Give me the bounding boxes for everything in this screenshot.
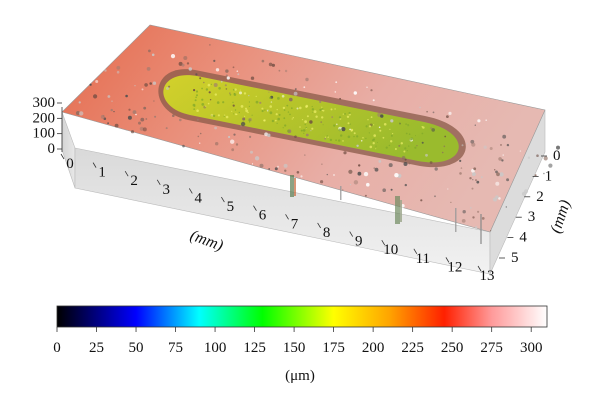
- y-axis-tick-label: 2: [536, 189, 544, 205]
- colorbar-tick-label: 275: [480, 340, 503, 356]
- x-axis-tick-mark: [445, 257, 450, 263]
- x-axis-tick-label: 4: [195, 190, 203, 206]
- x-axis-tick-mark: [221, 196, 225, 203]
- x-axis-tick-label: 12: [447, 259, 462, 275]
- x-axis-tick-label: 3: [162, 182, 170, 198]
- x-axis-tick-mark: [92, 162, 97, 168]
- x-axis-tick-mark: [285, 214, 289, 220]
- colorbar-tick-label: 175: [322, 340, 345, 356]
- colorbar-tick-label: 75: [168, 340, 183, 356]
- x-axis-tick-label: 13: [480, 268, 495, 284]
- colorbar: 0 25 50 75 100 125 150 175 200 225 250 275 300 (μm): [53, 305, 548, 384]
- colorbar-tick-label: 100: [204, 340, 227, 356]
- colorbar-ticks: 0 25 50 75 100 125 150 175 200 225 250 275 300: [53, 327, 542, 356]
- sample-block: [61, 24, 560, 275]
- x-axis-tick-mark: [60, 153, 65, 160]
- colorbar-tick-label: 25: [89, 340, 104, 356]
- x-axis-tick-label: 8: [323, 225, 331, 241]
- colorbar-tick-label: 225: [401, 340, 424, 356]
- colorbar-gradient: [56, 305, 548, 328]
- x-axis-tick-label: 2: [130, 173, 138, 189]
- y-axis-tick-label: 1: [545, 168, 553, 184]
- colorbar-tick-label: 250: [441, 340, 464, 356]
- y-axis-tick-label: 4: [519, 230, 527, 246]
- x-axis-tick-label: 7: [291, 216, 299, 232]
- x-axis-tick-label: 1: [98, 165, 106, 181]
- surface-speckles: [75, 44, 560, 232]
- y-axis-tick-label: 0: [553, 148, 561, 164]
- x-axis-tick-mark: [188, 188, 193, 194]
- y-axis-title: (mm): [547, 198, 574, 235]
- colorbar-tick-label: 125: [243, 340, 266, 356]
- z-axis-tick-label: 300: [33, 95, 56, 111]
- x-axis-tick-mark: [477, 265, 482, 272]
- x-axis-tick-mark: [381, 239, 386, 246]
- z-axis-tick-label: 100: [33, 126, 56, 142]
- x-axis-tick-label: 0: [66, 156, 74, 172]
- side-streaks: [290, 175, 482, 244]
- colorbar-tick-label: 0: [53, 340, 61, 356]
- colorbar-tick-label: 150: [283, 340, 306, 356]
- colorbar-unit-label: (μm): [285, 368, 315, 384]
- x-axis-tick-label: 11: [416, 251, 430, 267]
- x-axis-tick-mark: [317, 222, 321, 229]
- colorbar-tick-label: 50: [129, 340, 144, 356]
- x-axis-tick-label: 9: [355, 234, 363, 250]
- x-axis-tick-mark: [413, 248, 418, 254]
- y-axis-tick-label: 3: [528, 209, 536, 225]
- x-axis-tick-label: 5: [227, 199, 235, 215]
- x-axis-tick-mark: [156, 179, 161, 186]
- z-axis-tick-label: 0: [48, 141, 56, 157]
- colorbar-tick-label: 200: [362, 340, 385, 356]
- x-axis-tick-mark: [349, 231, 354, 237]
- x-axis-title: (mm): [188, 227, 226, 255]
- x-axis-tick-label: 6: [259, 208, 267, 224]
- x-axis-tick-mark: [253, 205, 257, 211]
- z-axis-tick-label: 200: [33, 110, 56, 126]
- colorbar-tick-label: 300: [520, 340, 543, 356]
- x-axis-tick-mark: [124, 171, 129, 177]
- y-axis-tick-label: 5: [511, 250, 519, 266]
- x-axis-tick-label: 10: [383, 242, 398, 258]
- trench-floor: [163, 75, 459, 163]
- block-left-face: [61, 111, 76, 189]
